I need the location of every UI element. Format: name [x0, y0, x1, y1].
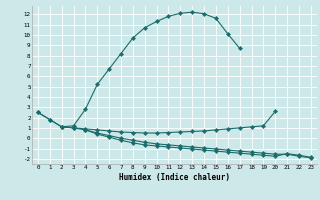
X-axis label: Humidex (Indice chaleur): Humidex (Indice chaleur) [119, 173, 230, 182]
